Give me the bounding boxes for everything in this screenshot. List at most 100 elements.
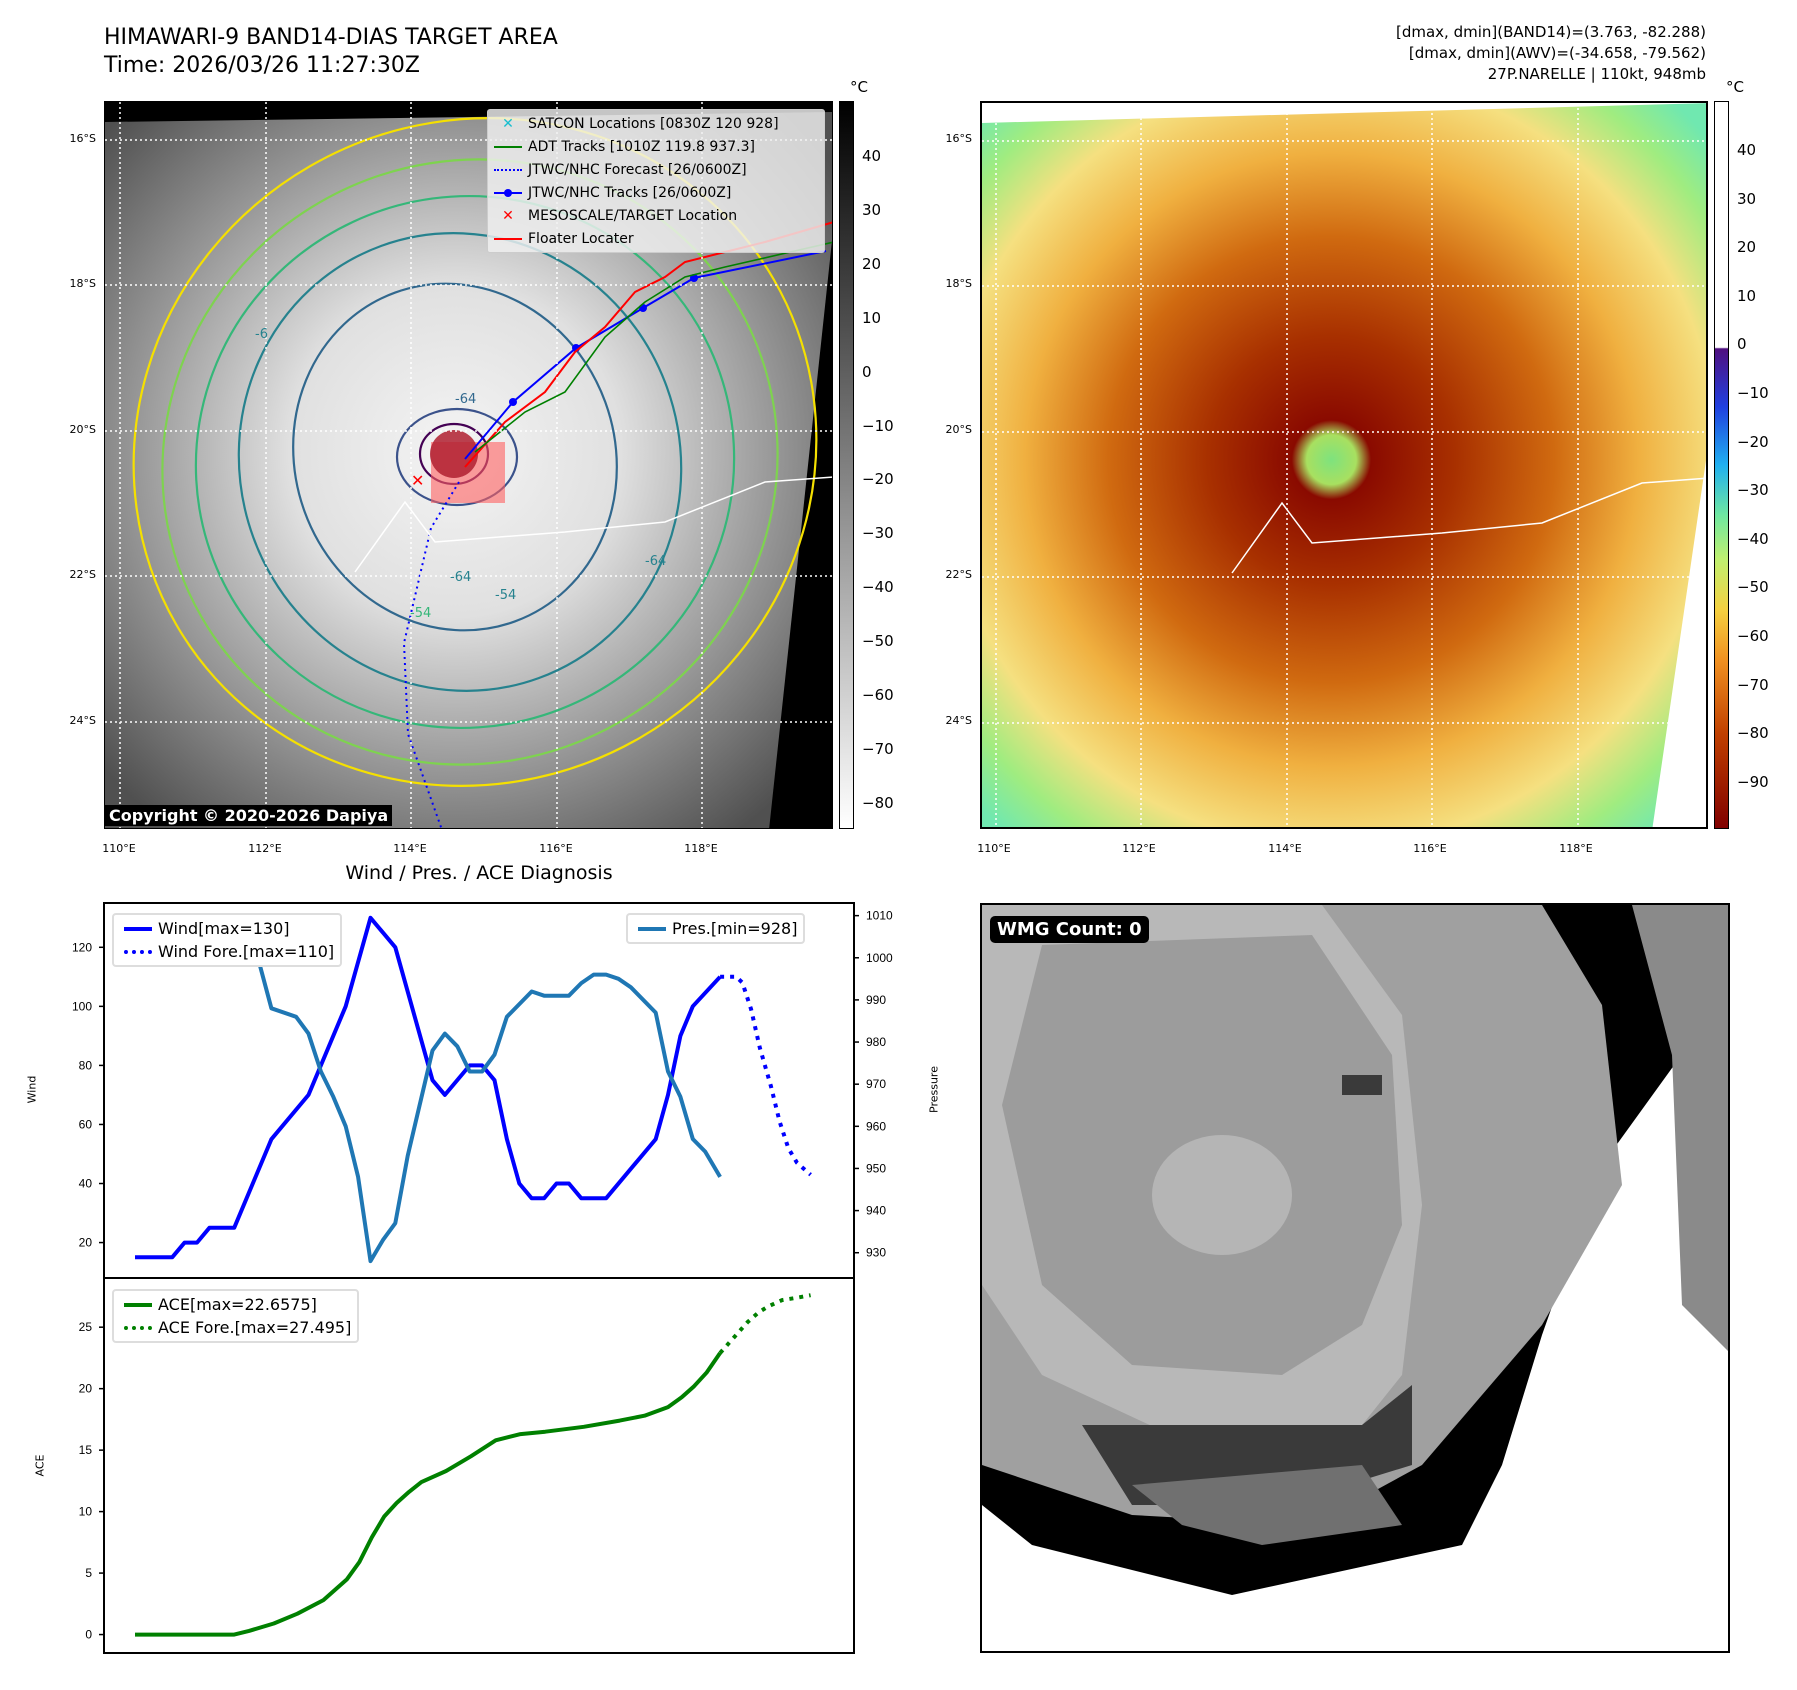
legend-ace-forecast: ACE Fore.[max=27.495] (118, 1316, 351, 1339)
dotted-line-icon (488, 168, 528, 171)
series-wind-fore-line (720, 974, 812, 1177)
series-ace-fore-line (718, 1293, 811, 1355)
lat-label: 22°S (945, 568, 972, 581)
dotted-line-icon (118, 1325, 158, 1330)
lon-label: 112°E (248, 842, 282, 855)
lon-label: 114°E (393, 842, 427, 855)
adt-track (474, 241, 832, 453)
ace-legend: ACE[max=22.6575] ACE Fore.[max=27.495] (112, 1289, 360, 1343)
lat-label: 24°S (945, 714, 972, 727)
wmg-count-label: WMG Count: 0 (990, 916, 1149, 943)
storm-info: 27P.NARELLE | 110kt, 948mb (1487, 65, 1706, 83)
series-pres-line (135, 917, 722, 1264)
coastline (1231, 477, 1706, 574)
legend-label: Wind Fore.[max=110] (158, 942, 335, 961)
legend-label: ADT Tracks [1010Z 119.8 937.3] (528, 138, 755, 155)
y-tick-label: 20 (79, 1236, 93, 1250)
right-colorbar-tick: 0 (1737, 335, 1747, 354)
y-tick-label: 25 (79, 1320, 93, 1334)
legend-ace: ACE[max=22.6575] (118, 1293, 351, 1316)
legend-label: ACE Fore.[max=27.495] (158, 1318, 352, 1337)
left-colorbar-tick: 40 (862, 147, 882, 165)
left-colorbar-tick: −60 (862, 686, 894, 704)
map-legend: ✕ SATCON Locations [0830Z 120 928] ADT Tr… (487, 109, 825, 253)
lat-label: 24°S (69, 714, 96, 727)
y2-tick-label: 990 (866, 993, 886, 1007)
lat-label: 22°S (69, 568, 96, 581)
y2-tick-label: 930 (866, 1246, 886, 1260)
series-wind-line (135, 915, 722, 1260)
y-tick-label: 120 (72, 940, 92, 954)
left-colorbar-tick: −20 (862, 470, 894, 489)
right-colorbar-tick: −70 (1737, 675, 1769, 694)
lat-label: 16°S (69, 132, 96, 145)
left-colorbar-tick: 30 (862, 200, 882, 219)
contour-label: -64 (455, 392, 477, 407)
left-colorbar-tick: −70 (862, 739, 894, 758)
wmg-panel: WMG Count: 0 (980, 903, 1730, 1653)
left-colorbar-tick: −10 (862, 416, 894, 435)
legend-label: SATCON Locations [0830Z 120 928] (528, 115, 779, 132)
right-colorbar-tick: −10 (1737, 384, 1769, 402)
title-product: HIMAWARI-9 BAND14-DIAS TARGET AREA (104, 25, 558, 50)
right-colorbar (1714, 101, 1729, 829)
lon-label: 112°E (1122, 842, 1156, 855)
y2-tick-label: 1010 (866, 909, 893, 923)
mesoscale-marker: ✕ (411, 471, 424, 490)
left-colorbar-tick: −80 (862, 793, 894, 812)
right-colorbar-tick: −20 (1737, 432, 1769, 451)
lat-label: 16°S (945, 132, 972, 145)
lat-label: 20°S (945, 423, 972, 436)
right-colorbar-tick: −60 (1737, 627, 1769, 645)
stats-awv: [dmax, dmin](AWV)=(-34.658, -79.562) (1408, 44, 1706, 62)
contour-label: -64 (645, 554, 667, 569)
right-colorbar-tick: 10 (1737, 286, 1757, 305)
legend-jtwc-tracks: JTWC/NHC Tracks [26/0600Z] (488, 181, 824, 204)
legend-pressure: Pres.[min=928] (632, 917, 797, 940)
solid-line-icon (118, 1302, 158, 1307)
legend-satcon: ✕ SATCON Locations [0830Z 120 928] (488, 112, 824, 135)
dotted-line-icon (118, 949, 158, 954)
y-tick-label: 40 (79, 1177, 93, 1191)
left-colorbar-tick: 20 (862, 254, 882, 273)
legend-label: Floater Locater (528, 230, 634, 247)
solid-line-icon (632, 926, 672, 931)
legend-floater: Floater Locater (488, 227, 824, 250)
y-tick-label: 10 (79, 1505, 93, 1519)
y-tick-label: 0 (85, 1628, 92, 1642)
y2-tick-label: 980 (866, 1035, 886, 1049)
lat-label: 18°S (945, 277, 972, 290)
lon-label: 116°E (1413, 842, 1447, 855)
stats-header: [dmax, dmin](BAND14)=(3.763, -82.288) [d… (1396, 22, 1706, 85)
solid-line-icon (118, 926, 158, 931)
pressure-axis-label: Pressure (927, 1066, 941, 1113)
right-colorbar-tick: 30 (1737, 189, 1757, 208)
figure-title: HIMAWARI-9 BAND14-DIAS TARGET AREA Time:… (104, 24, 558, 80)
wmg-imagery (982, 905, 1728, 1651)
lon-label: 116°E (539, 842, 573, 855)
legend-label: Wind[max=130] (158, 919, 290, 938)
right-colorbar-tick: −90 (1737, 772, 1769, 791)
left-colorbar-tick: 0 (862, 362, 872, 381)
lon-label: 118°E (684, 842, 718, 855)
contour-label: -54 (410, 606, 432, 621)
y2-tick-label: 940 (866, 1204, 886, 1218)
legend-mesoscale: ✕ MESOSCALE/TARGET Location (488, 204, 824, 227)
ace-axes (103, 1277, 855, 1654)
awv-imagery (982, 103, 1706, 827)
legend-jtwc-forecast: JTWC/NHC Forecast [26/0600Z] (488, 158, 824, 181)
lon-label: 118°E (1559, 842, 1593, 855)
right-colorbar-unit: °C (1726, 78, 1744, 96)
wind-axis-label: Wind (25, 1075, 39, 1104)
line-dot-icon (488, 188, 528, 197)
copyright-label: Copyright © 2020-2026 Dapiya (105, 805, 393, 826)
left-colorbar (839, 101, 854, 829)
legend-label: MESOSCALE/TARGET Location (528, 207, 738, 224)
y2-tick-label: 960 (866, 1119, 886, 1133)
stats-band14: [dmax, dmin](BAND14)=(3.763, -82.288) (1395, 23, 1706, 41)
awv-map (980, 101, 1708, 829)
left-colorbar-tick: −50 (862, 632, 894, 651)
title-time: Time: 2026/03/26 11:27:30Z (104, 53, 420, 78)
right-colorbar-tick: −80 (1737, 724, 1769, 743)
